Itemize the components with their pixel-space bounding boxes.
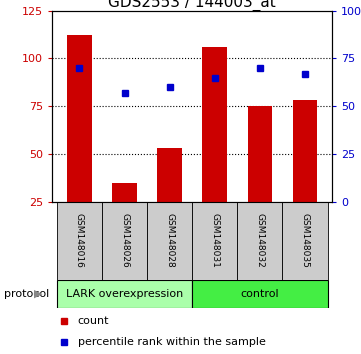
Bar	[283, 202, 328, 280]
Bar	[248, 106, 272, 202]
Text: LARK overexpression: LARK overexpression	[66, 289, 183, 299]
Text: GSM148032: GSM148032	[256, 213, 264, 268]
Bar	[57, 202, 102, 280]
Text: GSM148035: GSM148035	[301, 213, 309, 268]
Bar	[112, 183, 137, 202]
Bar	[192, 202, 238, 280]
Text: GSM148016: GSM148016	[75, 213, 84, 268]
Text: percentile rank within the sample: percentile rank within the sample	[78, 337, 265, 348]
Text: GSM148031: GSM148031	[210, 213, 219, 268]
Bar	[203, 47, 227, 202]
Text: GSM148026: GSM148026	[120, 213, 129, 268]
Text: control: control	[241, 289, 279, 299]
Text: ▶: ▶	[34, 289, 42, 299]
Title: GDS2553 / 144003_at: GDS2553 / 144003_at	[108, 0, 276, 11]
Bar	[57, 280, 192, 308]
Text: protocol: protocol	[4, 289, 49, 299]
Text: GSM148028: GSM148028	[165, 213, 174, 268]
Bar	[67, 35, 92, 202]
Bar	[157, 148, 182, 202]
Bar	[238, 202, 283, 280]
Bar	[102, 202, 147, 280]
Bar	[192, 280, 328, 308]
Bar	[147, 202, 192, 280]
Bar	[293, 101, 317, 202]
Text: count: count	[78, 316, 109, 326]
